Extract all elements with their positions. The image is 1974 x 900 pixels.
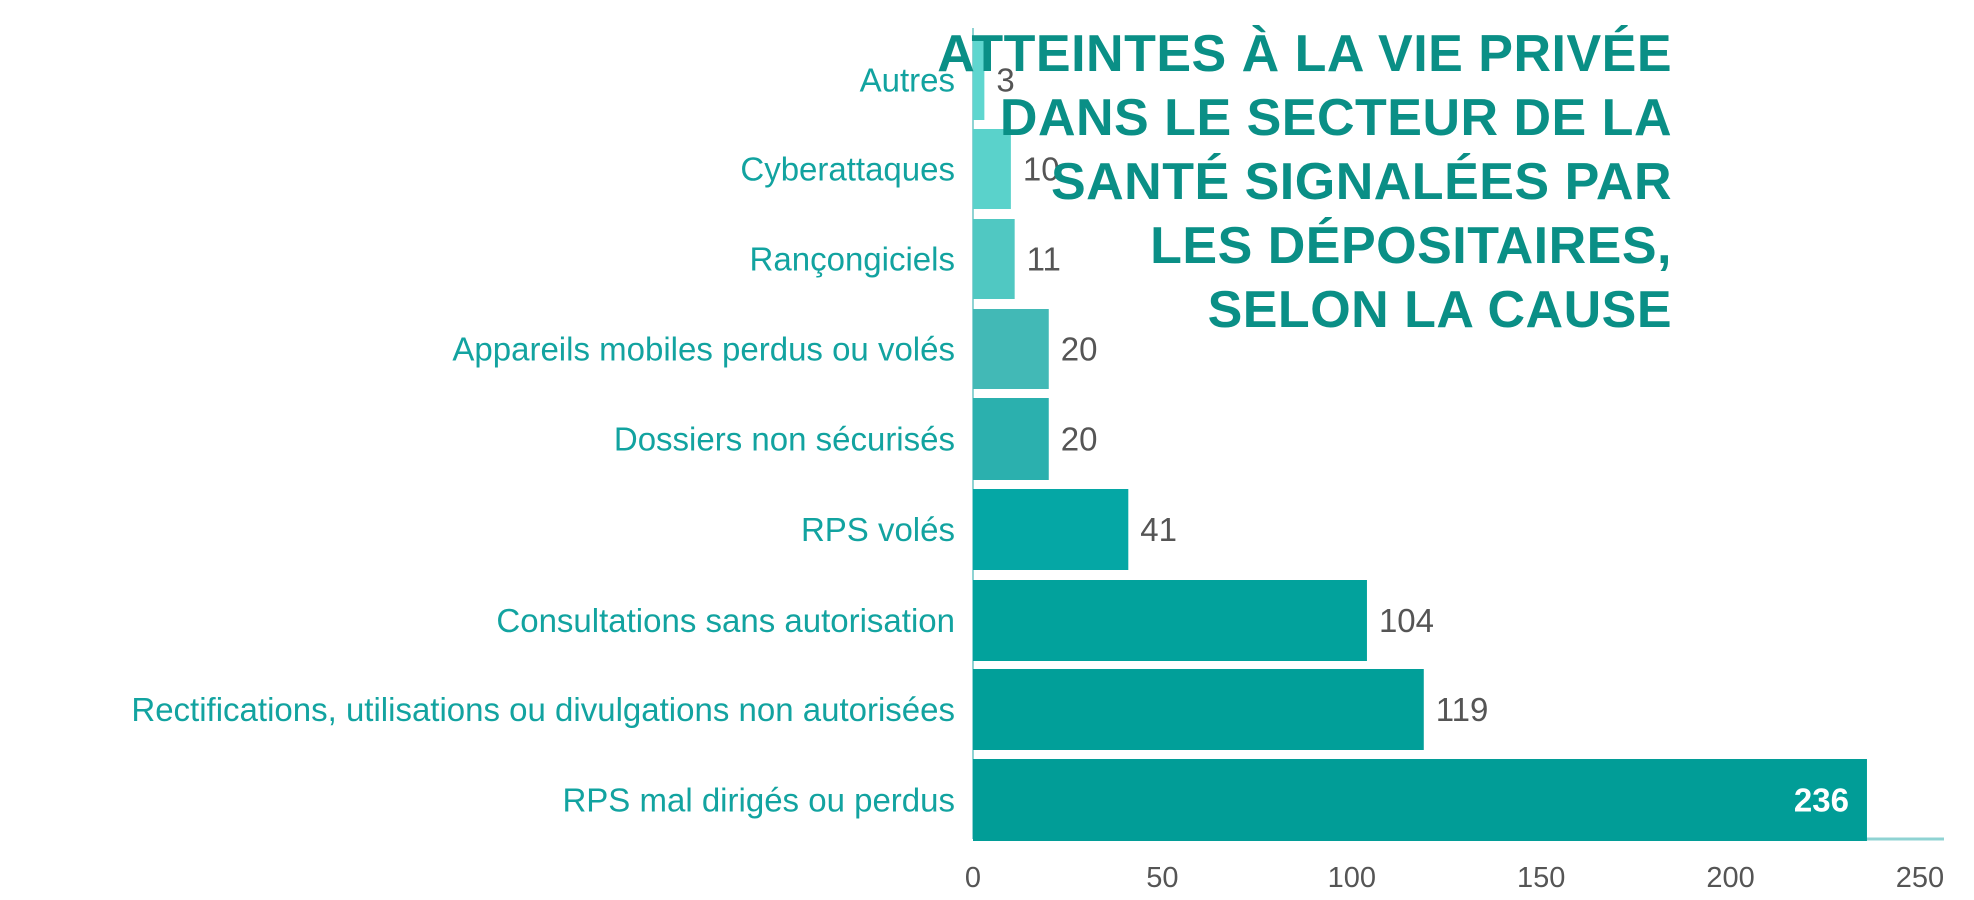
- title-line: SANTÉ SIGNALÉES PAR: [1050, 153, 1672, 211]
- title-line: ATTEINTES À LA VIE PRIVÉE: [937, 25, 1672, 83]
- bar: [973, 489, 1129, 570]
- title-line: LES DÉPOSITAIRES,: [1150, 217, 1672, 275]
- bar: [973, 580, 1367, 661]
- bar: [973, 759, 1867, 841]
- bar: [973, 219, 1015, 299]
- bar: [973, 309, 1049, 389]
- category-label: Dossiers non sécurisés: [614, 421, 955, 458]
- value-label: 119: [1436, 691, 1489, 728]
- bar: [973, 398, 1049, 480]
- title-line: DANS LE SECTEUR DE LA: [999, 89, 1672, 147]
- category-label: RPS mal dirigés ou perdus: [562, 782, 955, 819]
- category-label: Autres: [860, 62, 955, 99]
- bar: [973, 669, 1424, 750]
- category-label: Rançongiciels: [750, 241, 955, 278]
- x-tick-label: 150: [1517, 862, 1565, 894]
- bar: [973, 129, 1011, 209]
- value-label: 20: [1061, 331, 1098, 368]
- x-tick-label: 250: [1896, 862, 1944, 894]
- x-tick-label: 0: [965, 862, 981, 894]
- value-label: 20: [1061, 421, 1098, 458]
- value-label: 3: [996, 62, 1014, 99]
- x-tick-label: 50: [1146, 862, 1178, 894]
- title-line: SELON LA CAUSE: [1207, 281, 1672, 339]
- x-tick-label: 200: [1706, 862, 1754, 894]
- category-label: Appareils mobiles perdus ou volés: [452, 331, 955, 368]
- category-label: Consultations sans autorisation: [496, 602, 955, 639]
- category-label: Rectifications, utilisations ou divulgat…: [131, 691, 955, 728]
- category-label: Cyberattaques: [740, 151, 955, 188]
- category-label: RPS volés: [801, 511, 955, 548]
- value-label: 41: [1140, 511, 1177, 548]
- bar: [973, 40, 985, 120]
- x-tick-label: 100: [1328, 862, 1376, 894]
- value-label: 10: [1023, 151, 1060, 188]
- chart-title: ATTEINTES À LA VIE PRIVÉE DANS LE SECTEU…: [892, 22, 1672, 342]
- value-label: 236: [1794, 782, 1849, 819]
- value-label: 104: [1379, 602, 1434, 639]
- value-label: 11: [1027, 241, 1061, 278]
